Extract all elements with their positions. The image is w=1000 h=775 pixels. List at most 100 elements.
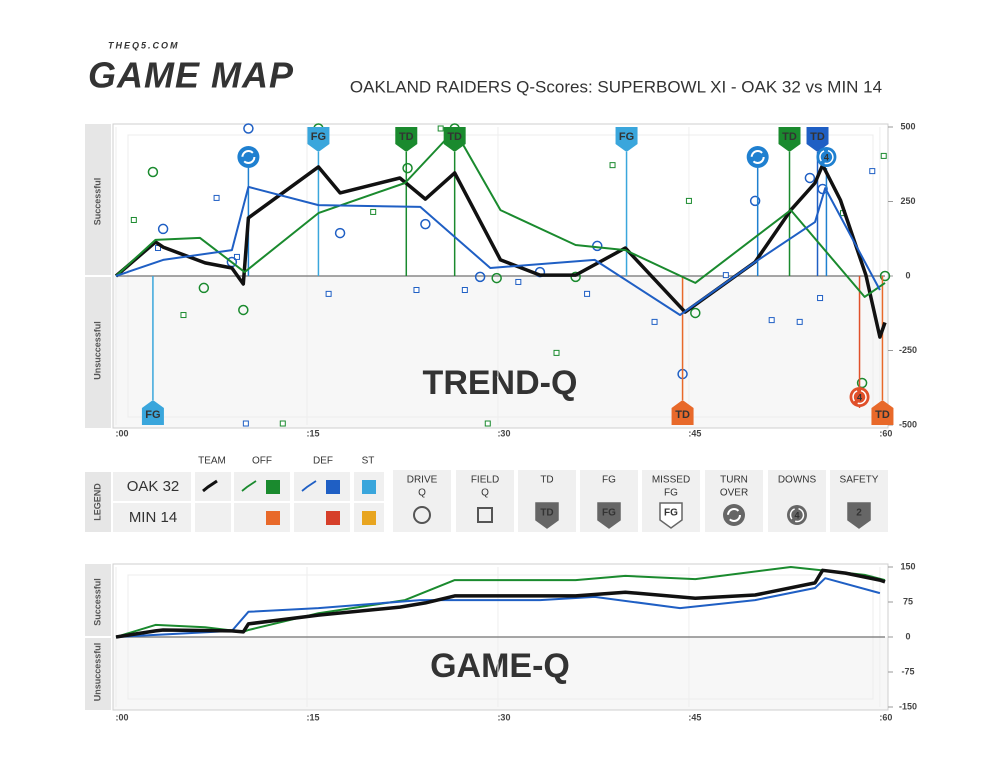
downs-ring (852, 389, 867, 405)
event-marker (237, 146, 260, 168)
legend-line-icon (301, 480, 317, 492)
event-label: TD (675, 409, 690, 421)
series-line (115, 577, 881, 638)
y-tick-label: -150 (899, 701, 917, 711)
x-tick-label: :15 (306, 428, 319, 438)
x-tick-label: :30 (497, 428, 510, 438)
watermark: TREND-Q (423, 364, 578, 402)
event-marker: TD (395, 127, 418, 152)
legend-swatch (362, 511, 376, 525)
legend-icon (847, 502, 871, 529)
legend-swatch (326, 480, 340, 494)
legend-cell (294, 472, 350, 501)
legend-cell (234, 472, 290, 501)
field-q (484, 420, 491, 427)
legend-icon-ring (789, 507, 805, 523)
legend-symbol-label: DOWNS (778, 475, 817, 486)
event-marker: FG (141, 400, 164, 425)
event-label: TD (399, 131, 414, 143)
event-label: FG (145, 409, 160, 421)
legend-symbol-label: SAFETY (840, 475, 879, 486)
legend-line-icon (241, 480, 257, 492)
field-q (279, 420, 286, 427)
plot-floor (113, 276, 888, 428)
event-marker: TD (806, 127, 829, 152)
drive-q (879, 270, 891, 282)
legend-symbol-label: FIELD (471, 475, 499, 486)
legend-col-header: DEF (313, 456, 333, 467)
turnover-ring (750, 150, 765, 164)
event-marker: TD (871, 400, 894, 425)
downs-label: 4 (857, 392, 862, 402)
event-label: FG (619, 131, 634, 143)
field-q (213, 194, 220, 201)
drive-q (690, 307, 701, 319)
legend-cell (234, 503, 290, 532)
event-marker: 4 (849, 387, 870, 407)
y-side-label: Unsuccessful (92, 321, 102, 380)
event-badge (307, 127, 330, 152)
field-q (768, 317, 775, 324)
y-tick-label: 500 (900, 121, 915, 131)
drive-q (238, 304, 249, 316)
event-label: TD (782, 131, 797, 143)
turnover-ring (241, 150, 256, 164)
legend-symbol-label: MISSED (652, 475, 690, 486)
event-marker: TD (671, 400, 694, 425)
legend-icon-text: TD (540, 508, 553, 519)
legend-symbol-label: DRIVE (407, 475, 438, 486)
y-tick-label: 0 (905, 631, 910, 641)
field-q (584, 290, 591, 297)
legend-team-name: OAK 32 (127, 478, 180, 495)
field-q (880, 152, 887, 159)
event-label: FG (311, 131, 326, 143)
event-label: TD (810, 131, 825, 143)
field-q (796, 318, 803, 325)
legend-symbol-label: FG (602, 475, 616, 486)
logo: GAME MAP (88, 55, 294, 96)
legend-swatch (326, 511, 340, 525)
event-badge (806, 127, 829, 152)
legend-symbol-cell (393, 470, 451, 532)
legend-icon (535, 502, 559, 529)
drive-q (570, 271, 581, 283)
legend-icon (597, 502, 621, 529)
legend-title: LEGEND (92, 483, 102, 521)
legend-cell (294, 503, 350, 532)
field-q (515, 278, 522, 285)
legend-swatch (362, 480, 376, 494)
y-tick-label: -500 (899, 419, 917, 429)
legend-icon-text: FG (664, 508, 678, 519)
legend-team-cell (113, 472, 191, 501)
legend-symbol-label: Q (481, 488, 489, 499)
series-line (115, 185, 881, 316)
legend-team-cell (113, 503, 191, 532)
event-badge (871, 400, 894, 425)
series-line (115, 568, 886, 639)
drive-q (198, 282, 210, 294)
x-tick-label: :60 (879, 428, 892, 438)
x-tick-label: :00 (115, 428, 128, 438)
field-q (437, 125, 444, 132)
drive-q (804, 172, 816, 184)
field-q (461, 287, 468, 294)
event-badge (671, 400, 694, 425)
drive-q (147, 166, 159, 178)
y-side-label: Successful (92, 178, 102, 226)
event-marker: FG (615, 127, 638, 152)
field-q (130, 216, 137, 223)
event-marker: TD (443, 127, 466, 152)
legend-team-name: MIN 14 (129, 509, 177, 526)
event-label: TD (875, 409, 890, 421)
series-line (115, 566, 886, 638)
y-side-label: Unsuccessful (92, 643, 102, 702)
turnover-icon (723, 504, 745, 526)
y-tick-label: 75 (903, 596, 913, 606)
turnover-ring (727, 508, 741, 522)
page-title: OAKLAND RAIDERS Q-Scores: SUPERBOWL XI -… (350, 77, 882, 96)
legend-icon-text: 2 (856, 508, 862, 519)
field-q (413, 287, 420, 294)
y-tick-label: -75 (901, 666, 914, 676)
event-badge (395, 127, 418, 152)
downs-ring (819, 149, 834, 165)
